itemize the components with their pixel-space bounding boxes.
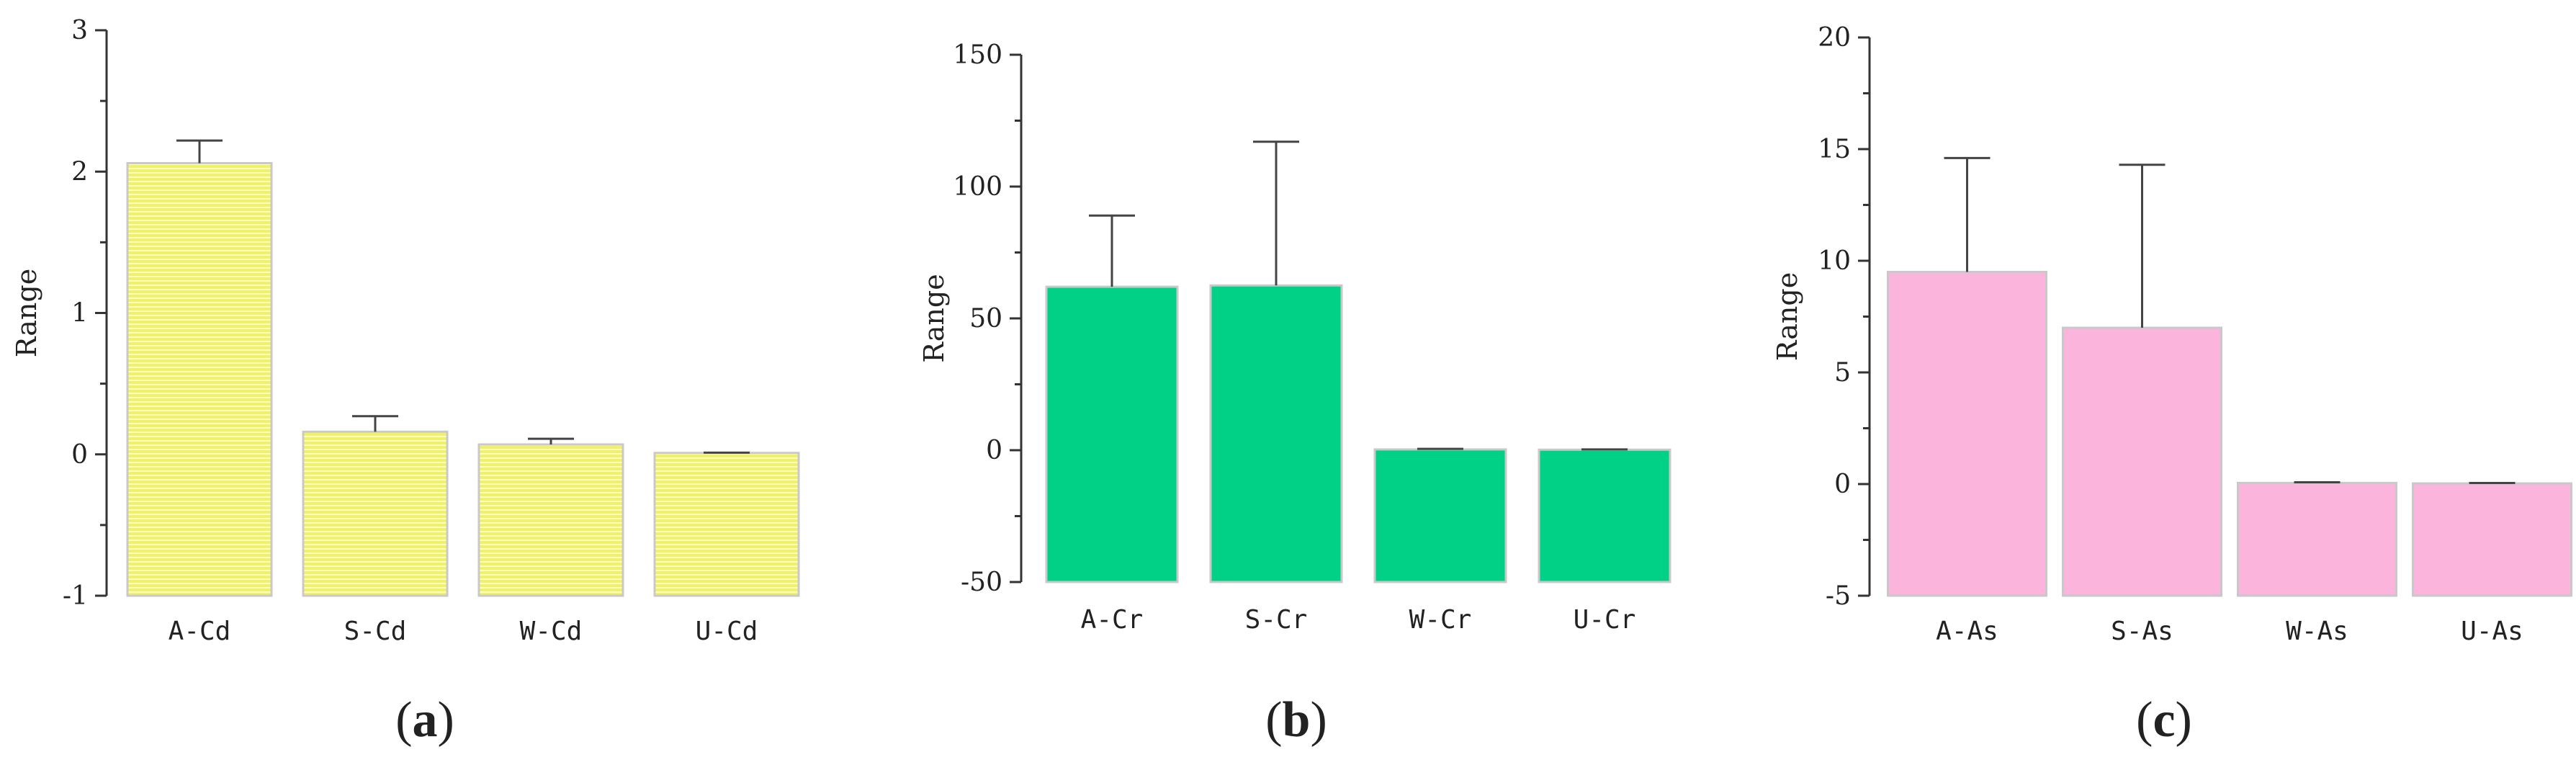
bar-a-cd	[126, 161, 273, 597]
y-tick-label: 0	[1834, 470, 1851, 499]
x-category-label: A-Cr	[1081, 605, 1144, 635]
x-category-label: S-Cr	[1245, 605, 1308, 635]
y-ticks: -5 0 5 10 15 20	[1818, 23, 1870, 611]
panel-a: -1 0 1 2 3 A-Cd S-Cd W-Cd U-Cd Range	[11, 16, 800, 646]
panel-caption-c: (c)	[2136, 692, 2192, 748]
y-tick-label: -1	[63, 581, 88, 611]
x-category-labels: A-Cd S-Cd W-Cd U-Cd	[169, 617, 758, 646]
y-axis-label: Range	[918, 274, 950, 362]
bars	[1045, 284, 1671, 583]
x-category-label: W-Cr	[1409, 605, 1472, 635]
bar-w-as	[2237, 481, 2397, 597]
y-tick-label: 15	[1818, 135, 1851, 164]
x-category-label: A-As	[1936, 617, 1998, 646]
bar-w-cd	[477, 443, 624, 597]
bar-s-as	[2062, 326, 2222, 597]
y-tick-label: 0	[986, 436, 1002, 465]
y-tick-label: 1	[71, 299, 88, 328]
x-category-label: W-Cd	[520, 617, 583, 646]
bar-u-cr	[1538, 448, 1671, 583]
panel-caption-a: (a)	[395, 692, 454, 748]
y-tick-label: 3	[71, 16, 88, 45]
panel-b: -50 0 50 100 150 A-Cr S-Cr W-Cr U-Cr Range	[918, 40, 1671, 635]
bars	[1887, 271, 2572, 597]
y-tick-label: 150	[953, 40, 1002, 70]
x-category-label: A-Cd	[169, 617, 231, 646]
y-ticks: -50 0 50 100 150	[953, 40, 1021, 597]
error-bars	[1089, 140, 1628, 451]
y-tick-label: 2	[71, 157, 88, 187]
y-tick-label: 50	[969, 304, 1002, 334]
bars	[126, 161, 800, 597]
y-axis-label: Range	[1772, 272, 1803, 361]
y-tick-label: 5	[1834, 358, 1851, 388]
bar-u-as	[2412, 482, 2572, 597]
y-tick-label: 20	[1818, 23, 1851, 53]
panel-caption-b: (b)	[1265, 692, 1327, 748]
y-ticks: -1 0 1 2 3	[63, 16, 107, 611]
y-tick-label: -50	[961, 568, 1002, 597]
y-tick-label: -5	[1826, 581, 1851, 611]
y-axis-label: Range	[11, 269, 42, 357]
bar-u-cd	[653, 452, 800, 597]
error-bars	[176, 139, 750, 454]
bar-a-cr	[1045, 285, 1179, 583]
bar-s-cr	[1209, 284, 1343, 583]
x-category-label: U-Cd	[696, 617, 758, 646]
y-tick-label: 100	[953, 172, 1002, 202]
bar-w-cr	[1373, 448, 1507, 583]
x-category-labels: A-As S-As W-As U-As	[1936, 617, 2523, 646]
y-tick-label: 10	[1818, 246, 1851, 276]
y-tick-label: 0	[71, 440, 88, 470]
panel-c: -5 0 5 10 15 20 A-As S-As W-As U-As Range	[1772, 23, 2572, 646]
bar-a-as	[1887, 271, 2047, 597]
x-category-label: S-As	[2111, 617, 2173, 646]
bar-s-cd	[302, 430, 449, 597]
x-category-label: S-Cd	[344, 617, 407, 646]
x-category-label: U-As	[2461, 617, 2523, 646]
x-category-label: U-Cr	[1574, 605, 1636, 635]
error-bars	[1944, 156, 2516, 484]
x-category-label: W-As	[2286, 617, 2348, 646]
x-category-labels: A-Cr S-Cr W-Cr U-Cr	[1081, 605, 1636, 635]
